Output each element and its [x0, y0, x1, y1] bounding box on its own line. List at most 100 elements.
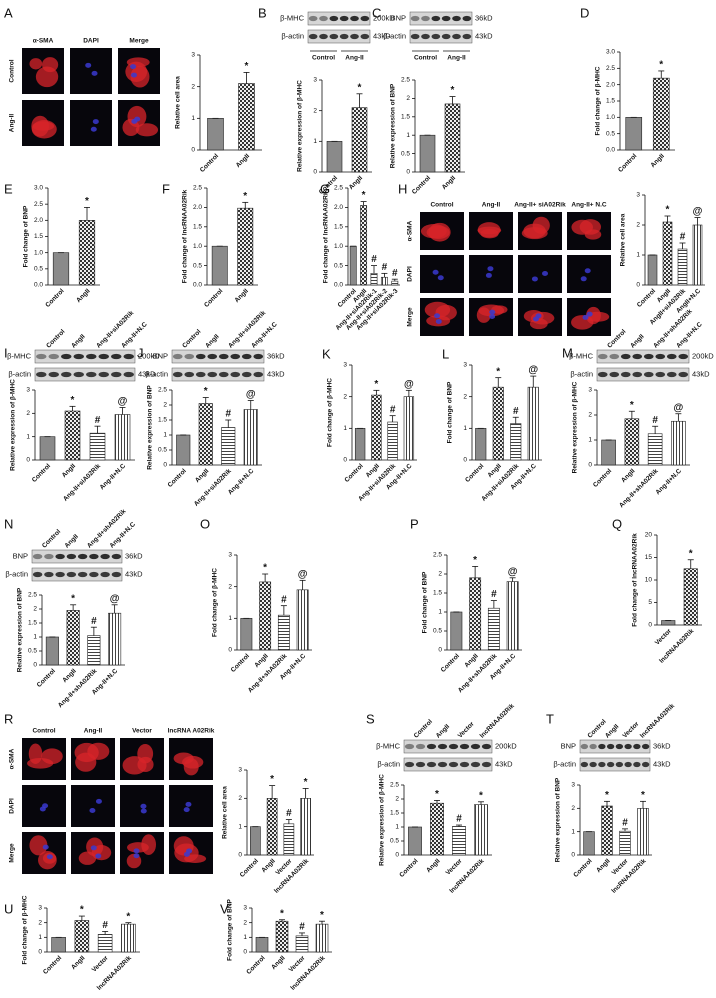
blot-band: [426, 743, 437, 750]
bar: [624, 418, 640, 466]
blot-size-label: 43kD: [653, 759, 671, 768]
y-axis-label: Relative expression of β-MHC: [379, 774, 386, 866]
column-label: Control: [181, 328, 202, 349]
y-axis-label: Relative cell area: [175, 76, 182, 129]
y-tick-label: 0.5: [606, 130, 615, 137]
nucleus: [531, 276, 538, 282]
blot-band: [620, 371, 631, 378]
blot-band: [597, 353, 608, 360]
blot-strip: [171, 349, 265, 364]
y-tick-label: 2: [636, 222, 640, 229]
x-tick-label: Control: [440, 653, 461, 674]
nucleus: [133, 853, 140, 859]
blot-band: [481, 743, 492, 750]
y-tick-label: 1.5: [34, 233, 43, 240]
nucleus: [489, 309, 496, 315]
blot-band: [459, 761, 470, 768]
nucleus: [532, 316, 539, 322]
blot-strip: [34, 367, 136, 382]
cell-stain: [137, 743, 154, 764]
y-tick-label: 1.5: [606, 98, 615, 105]
y-tick-label: 3.0: [34, 185, 43, 192]
x-tick-label: AngII: [61, 668, 78, 685]
significance-mark: #: [371, 254, 377, 265]
blot-size-label: 43kD: [138, 369, 156, 378]
nucleus: [186, 848, 193, 854]
bar: [444, 103, 461, 173]
blot-band: [319, 33, 328, 40]
blot-band: [66, 571, 77, 578]
bar: [259, 581, 272, 651]
column-label: DAPI: [83, 38, 99, 45]
group-label: Control: [414, 55, 437, 62]
y-axis-label: Relative expression of BNP: [147, 385, 154, 470]
y-tick-label: 0.5: [34, 266, 43, 273]
cell-stain: [125, 61, 148, 82]
blot-band: [350, 33, 359, 40]
bar: [474, 804, 488, 856]
panel-letter: G: [320, 181, 330, 196]
blot-band: [230, 353, 241, 360]
blot-size-label: 36kD: [267, 351, 285, 360]
blot-band: [111, 571, 122, 578]
cell-stain: [127, 105, 147, 128]
blot-band: [597, 371, 608, 378]
blot-band: [615, 761, 624, 768]
blot-size-label: 200kD: [138, 351, 160, 360]
blot-band: [339, 15, 349, 22]
blot-band: [441, 15, 451, 22]
nucleus: [42, 844, 49, 850]
y-tick-label: 2.5: [390, 782, 399, 789]
significance-mark: *: [270, 774, 274, 785]
blot-band: [624, 743, 632, 750]
x-tick-label: Vector: [288, 954, 307, 973]
x-tick-label: AngII: [595, 858, 612, 875]
blot-size-label: 200kD: [373, 13, 395, 22]
y-tick-label: 0: [243, 949, 247, 956]
y-tick-label: 1: [238, 823, 242, 830]
nucleus: [46, 854, 53, 860]
blot-row-label: β-actin: [8, 369, 31, 378]
blot-band: [89, 553, 99, 560]
blot-band: [470, 743, 481, 750]
bar: [51, 937, 66, 953]
cell-stain: [135, 123, 159, 137]
bar: [238, 83, 255, 151]
row-label: α-SMA: [407, 220, 414, 241]
nucleus: [580, 276, 587, 282]
bar: [637, 808, 649, 856]
x-tick-label: AngII: [235, 153, 252, 170]
nucleus: [92, 119, 99, 125]
y-tick-label: 2.5: [158, 387, 167, 394]
row-label: Merge: [407, 307, 414, 327]
x-tick-label: AngII: [70, 955, 87, 972]
bar: [510, 423, 522, 461]
y-tick-label: 2.0: [193, 204, 202, 211]
blot-band: [195, 371, 206, 378]
blot-band: [350, 15, 359, 22]
significance-mark: *: [126, 911, 130, 922]
x-tick-label: Control: [398, 858, 419, 879]
nucleus: [183, 807, 190, 813]
bar: [121, 923, 136, 953]
blot-band: [55, 571, 65, 578]
blot-band: [620, 353, 631, 360]
blot-strip: [403, 739, 493, 754]
nucleus: [435, 318, 442, 324]
y-axis-label: Relative expression of β-MHC: [572, 381, 579, 473]
y-tick-label: 0: [343, 457, 347, 464]
bar: [74, 920, 90, 953]
significance-mark: *: [358, 82, 362, 93]
blot-band: [624, 761, 632, 768]
x-tick-label: Control: [245, 955, 266, 976]
y-axis-label: Fold change of β-MHC: [595, 66, 602, 135]
cell-stain: [27, 757, 54, 769]
significance-mark: @: [508, 566, 518, 577]
y-tick-label: 0.5: [390, 838, 399, 845]
y-tick-label: 0.0: [193, 282, 202, 289]
blot-band: [329, 15, 339, 22]
panel-letter: F: [162, 181, 170, 196]
blot-band: [666, 371, 677, 378]
y-tick-label: 0.5: [401, 150, 410, 157]
panel-letter: N: [4, 516, 13, 531]
